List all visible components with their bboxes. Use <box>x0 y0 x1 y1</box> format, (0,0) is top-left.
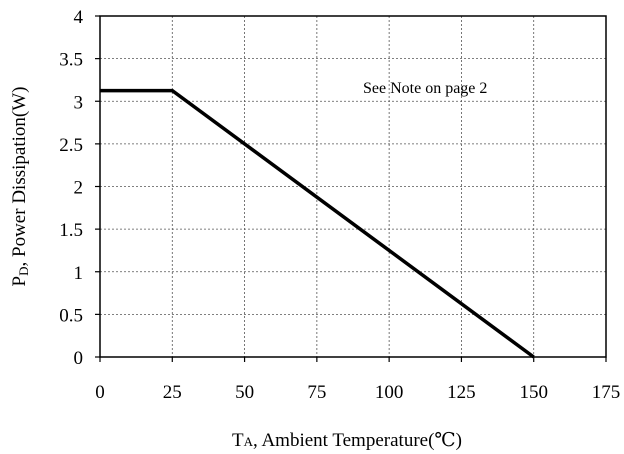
x-tick-label: 25 <box>163 382 182 403</box>
y-axis-title: PD, Power Dissipation(W) <box>9 87 31 287</box>
x-tick-label: 175 <box>592 382 621 403</box>
y-tick-label: 0.5 <box>59 305 83 326</box>
x-tick-label: 100 <box>375 382 404 403</box>
x-tick-label: 125 <box>447 382 476 403</box>
y-axis-title-prefix: P <box>9 276 30 287</box>
x-axis-title-prefix: T <box>232 430 244 451</box>
y-axis-ticks: 0 0.5 1 1.5 2 2.5 3 3.5 4 <box>59 7 100 369</box>
y-axis-title-rest: , Power Dissipation(W) <box>9 87 30 267</box>
series-line-derating-curve <box>100 88 535 359</box>
y-axis-title-subscript: D <box>16 266 31 275</box>
y-tick-label: 4 <box>74 7 84 28</box>
x-tick-label: 75 <box>307 382 326 403</box>
y-tick-label: 3.5 <box>59 50 83 71</box>
grid <box>100 16 606 357</box>
y-tick-label: 2 <box>74 178 84 199</box>
y-tick-label: 0 <box>74 348 84 369</box>
y-tick-label: 1.5 <box>59 220 83 241</box>
x-axis-title-subscript: A <box>244 434 254 449</box>
x-axis-ticks: 0 25 50 75 100 125 150 175 <box>95 357 620 403</box>
series-layer <box>100 88 535 359</box>
x-tick-label: 150 <box>519 382 548 403</box>
y-tick-label: 2.5 <box>59 135 83 156</box>
y-tick-label: 1 <box>74 263 84 284</box>
x-axis-title-rest: , Ambient Temperature(℃) <box>253 430 462 451</box>
x-tick-label: 0 <box>95 382 105 403</box>
x-axis-title: TA, Ambient Temperature(℃) <box>232 430 462 451</box>
x-tick-label: 50 <box>235 382 254 403</box>
annotation-note: See Note on page 2 <box>363 80 487 97</box>
y-tick-label: 3 <box>74 92 84 113</box>
